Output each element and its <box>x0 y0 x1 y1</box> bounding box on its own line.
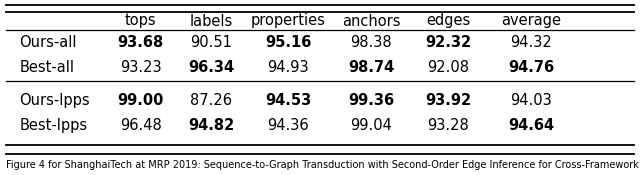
Text: 94.93: 94.93 <box>267 60 309 75</box>
Text: 94.82: 94.82 <box>188 118 234 133</box>
Text: 94.64: 94.64 <box>508 118 554 133</box>
Text: edges: edges <box>426 13 470 29</box>
Text: 96.48: 96.48 <box>120 118 162 133</box>
Text: 92.32: 92.32 <box>425 35 471 50</box>
Text: 98.74: 98.74 <box>348 60 394 75</box>
Text: anchors: anchors <box>342 13 401 29</box>
Text: 94.36: 94.36 <box>267 118 309 133</box>
Text: labels: labels <box>189 13 233 29</box>
Text: Ours-lpps: Ours-lpps <box>19 93 90 108</box>
Text: 94.03: 94.03 <box>510 93 552 108</box>
Text: 95.16: 95.16 <box>265 35 311 50</box>
Text: Best-all: Best-all <box>19 60 74 75</box>
Text: 94.76: 94.76 <box>508 60 554 75</box>
Text: 98.38: 98.38 <box>350 35 392 50</box>
Text: 94.53: 94.53 <box>265 93 311 108</box>
Text: 93.23: 93.23 <box>120 60 162 75</box>
Text: 90.51: 90.51 <box>190 35 232 50</box>
Text: 93.68: 93.68 <box>118 35 164 50</box>
Text: 92.08: 92.08 <box>427 60 469 75</box>
Text: 87.26: 87.26 <box>190 93 232 108</box>
Text: 93.92: 93.92 <box>425 93 471 108</box>
Text: Figure 4 for ShanghaiTech at MRP 2019: Sequence-to-Graph Transduction with Secon: Figure 4 for ShanghaiTech at MRP 2019: S… <box>6 160 640 170</box>
Text: 99.00: 99.00 <box>118 93 164 108</box>
Text: 99.04: 99.04 <box>350 118 392 133</box>
Text: properties: properties <box>251 13 325 29</box>
Text: 99.36: 99.36 <box>348 93 394 108</box>
Text: 96.34: 96.34 <box>188 60 234 75</box>
Text: Best-lpps: Best-lpps <box>19 118 87 133</box>
Text: 93.28: 93.28 <box>427 118 469 133</box>
Text: 94.32: 94.32 <box>510 35 552 50</box>
Text: average: average <box>501 13 561 29</box>
Text: tops: tops <box>125 13 157 29</box>
Text: Ours-all: Ours-all <box>19 35 77 50</box>
